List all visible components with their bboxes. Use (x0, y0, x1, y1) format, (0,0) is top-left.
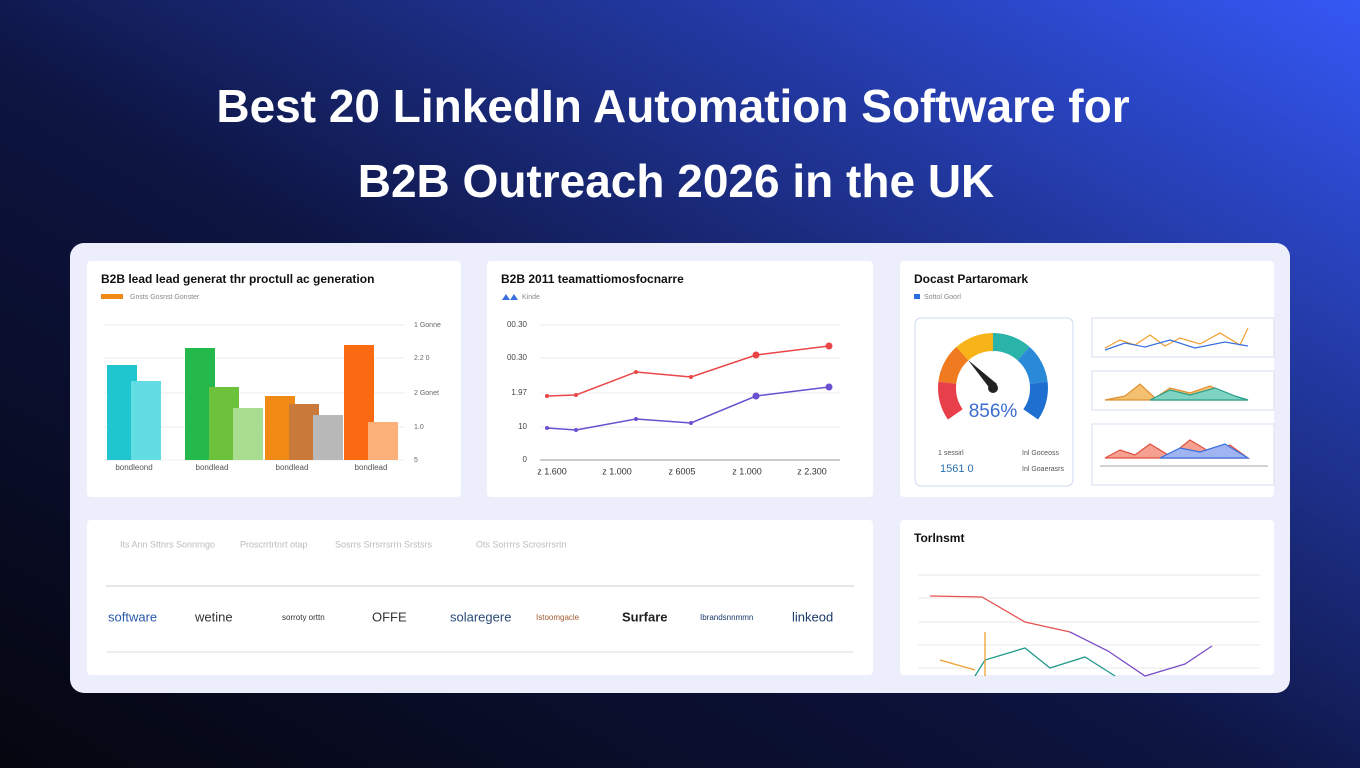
gauge-value: 856% (969, 401, 1018, 422)
x-tick-label: z 1.000 (602, 466, 632, 476)
point (574, 393, 578, 397)
column-header: Sosrrs Srrsrrsrrn Srstsrs (335, 539, 432, 549)
line (546, 386, 830, 431)
y-tick-label: 5 (414, 457, 418, 464)
gauge-segment (956, 333, 994, 361)
point (825, 342, 833, 350)
card-title: Docast Partaromark (914, 272, 1028, 286)
mini-charts (1091, 317, 1275, 486)
point (689, 421, 693, 425)
gauge (938, 333, 1048, 420)
mini-area (1159, 443, 1251, 459)
x-tick-label: bondleond (115, 463, 152, 472)
legend: Sottol Goorl (924, 294, 961, 301)
logo: Istoomgacle (536, 613, 580, 622)
gauge-segment (1023, 381, 1048, 420)
point (545, 394, 549, 398)
point (689, 375, 693, 379)
trend-line (974, 647, 1116, 677)
logo: OFFE (372, 609, 407, 624)
card-title: Torlnsmt (914, 531, 964, 545)
trend-chart (918, 574, 1260, 677)
gauge-label: Inl Goceoss (1022, 450, 1059, 457)
legend-icon (502, 294, 518, 300)
gauge-needle (968, 360, 997, 390)
x-tick-label: z 2.300 (797, 466, 827, 476)
trend-line (929, 595, 1071, 633)
legend-swatch (914, 294, 920, 299)
x-tick-label: z 1.600 (537, 466, 567, 476)
title-line: Best 20 LinkedIn Automation Software for (216, 80, 1129, 132)
point (634, 417, 638, 421)
bar (233, 408, 263, 460)
y-tick-label: 2 Gonet (414, 390, 439, 397)
logo: software (108, 609, 157, 624)
gauge-segment (938, 381, 963, 420)
x-tick-label: z 1.000 (732, 466, 762, 476)
grid (918, 574, 1260, 669)
bar (313, 415, 343, 460)
point (752, 351, 760, 359)
logo: linkeod (792, 609, 833, 624)
card-title: B2B 2011 teamattiomosfocnarre (501, 272, 684, 286)
card (87, 520, 873, 675)
logo: wetine (194, 609, 233, 624)
y-tick-label: 0 (523, 455, 528, 464)
title-line: B2B Outreach 2026 in the UK (358, 155, 995, 207)
mini-line (1104, 339, 1249, 351)
line (546, 345, 830, 397)
mini-card (1091, 370, 1275, 411)
trend-line (939, 632, 986, 676)
legend: Kinde (522, 294, 540, 301)
mini-line (1104, 327, 1249, 349)
column-header: Proscrrtrtnrt otap (240, 539, 308, 549)
x-tick-label: bondlead (196, 463, 229, 472)
legend: Gnsts Gosnst Gonster (130, 294, 200, 301)
y-tick-label: 00.30 (507, 353, 528, 362)
y-tick-label: 1.0 (414, 424, 424, 431)
gauge-segment (992, 333, 1030, 361)
mini-card (1091, 317, 1275, 358)
gauge-segment (938, 346, 969, 385)
y-tick-label: 1 Gonne (414, 322, 441, 329)
x-tick-label: bondlead (355, 463, 388, 472)
plots: 1 Gonne 2.2 0 2 Gonet 1.0 5 bondleond bondlead… (104, 320, 840, 476)
y-tick-label: 00.30 (507, 320, 528, 329)
gauge-label: 1561 0 (940, 463, 974, 475)
gauge-label: 1 sessirl (938, 450, 964, 457)
x-tick-label: bondlead (276, 463, 309, 472)
card-title: B2B lead lead generat thr proctull ac ge… (101, 272, 374, 286)
mini-area (1149, 387, 1249, 401)
x-tick-label: z 6005 (668, 466, 695, 476)
point (752, 392, 760, 400)
logo: Surfare (622, 609, 668, 624)
point (634, 370, 638, 374)
gauge-segment (1017, 346, 1048, 385)
point (825, 383, 833, 391)
y-tick-label: 2.2 0 (414, 355, 430, 362)
table-header: Its Ann Sttnrs Sonnrngo Proscrrtrtnrt ot… (120, 539, 567, 549)
point (574, 428, 578, 432)
y-tick-label: 10 (518, 422, 527, 431)
gauge-label: Inl Goaerasrs (1022, 466, 1065, 473)
gauge-hub (988, 383, 998, 393)
bar (131, 381, 161, 460)
legend-swatch (101, 294, 123, 299)
logo: Ibrandsnnmmn (700, 613, 753, 622)
y-tick-label: 1.97 (511, 388, 527, 397)
logo-row: software wetine sorroty orttn OFFE solareger… (108, 609, 833, 624)
bar (368, 422, 398, 460)
column-header: Ots Sorrrrs Scrosrrsrtn (476, 539, 567, 549)
trend-line (1069, 631, 1213, 677)
point (545, 426, 549, 430)
logo: sorroty orttn (282, 613, 325, 622)
column-header: Its Ann Sttnrs Sonnrngo (120, 539, 215, 549)
logo: solaregere (450, 609, 511, 624)
card (487, 261, 873, 497)
